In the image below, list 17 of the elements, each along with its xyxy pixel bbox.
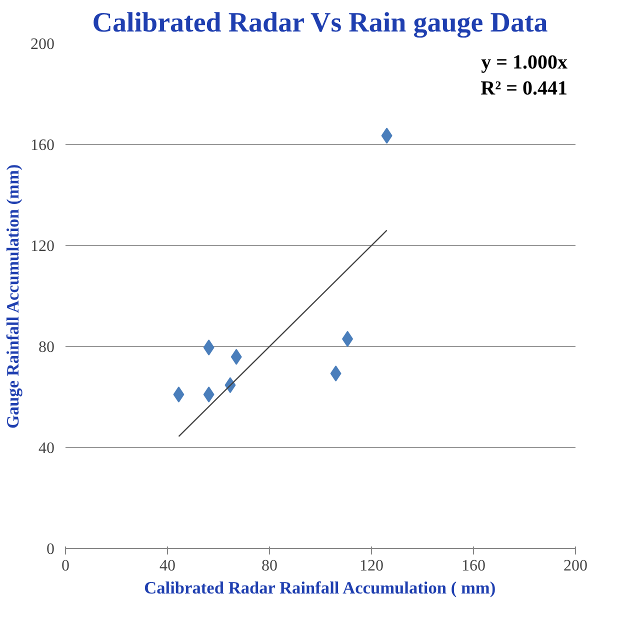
y-axis-title: Gauge Rainfall Accumulation (mm) (4, 164, 22, 429)
y-tick-label: 160 (30, 137, 54, 154)
x-tick-label: 0 (62, 558, 70, 574)
x-tick-label: 200 (564, 558, 588, 574)
y-tick-label: 40 (38, 440, 54, 457)
x-tick-label: 160 (462, 558, 486, 574)
chart-title: Calibrated Radar Vs Rain gauge Data (92, 8, 548, 38)
annotation: y = 1.000x (481, 52, 568, 74)
y-tick-label: 0 (46, 541, 54, 558)
y-tick-label: 80 (38, 339, 54, 356)
y-tick-label: 120 (30, 238, 54, 255)
x-tick-label: 40 (160, 558, 176, 574)
y-tick-label: 200 (30, 36, 54, 53)
annotation: R² = 0.441 (480, 78, 568, 100)
x-tick-label: 120 (360, 558, 384, 574)
x-axis-title: Calibrated Radar Rainfall Accumulation ( mm) (144, 578, 496, 598)
x-tick-label: 80 (262, 558, 278, 574)
